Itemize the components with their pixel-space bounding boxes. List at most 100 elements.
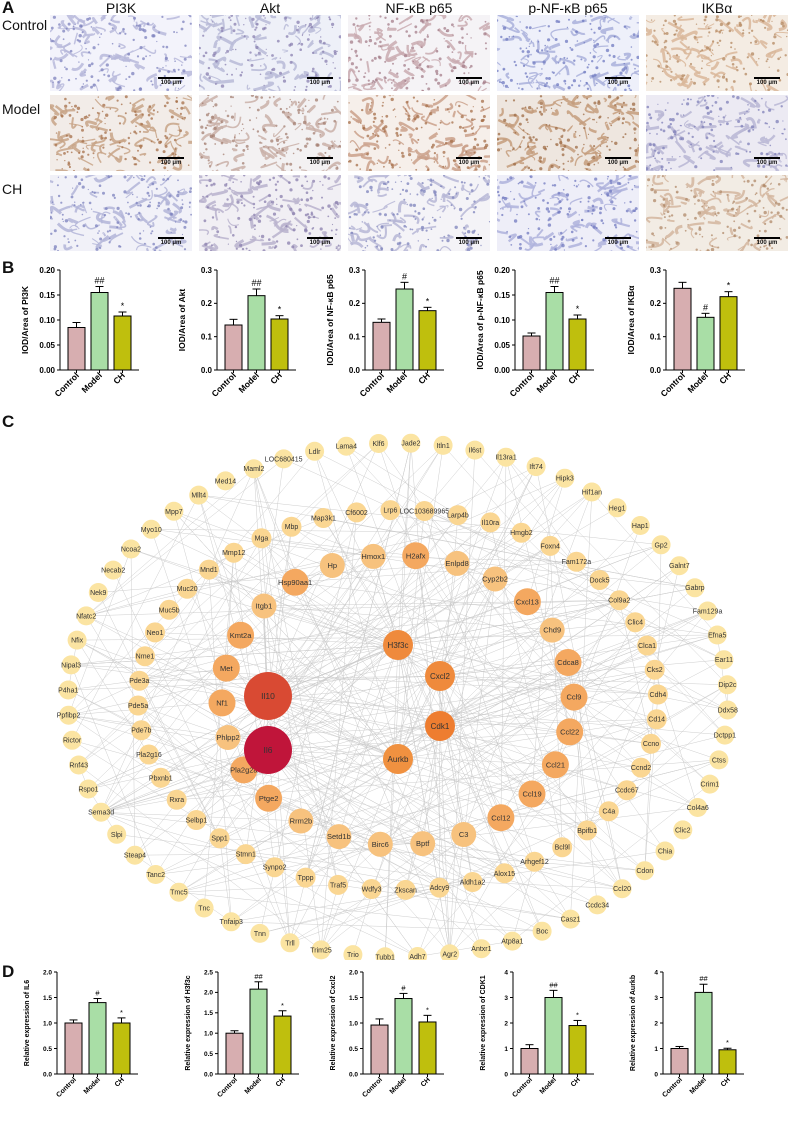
node-label: Ccl22: [560, 727, 579, 736]
y-tick-label: 0.10: [39, 316, 55, 325]
scale-bar: 100 μm: [456, 157, 482, 166]
network-node: Hipk3: [555, 468, 575, 488]
row-label: CH: [2, 181, 23, 197]
network-node: Mga: [251, 528, 272, 549]
column-title: Akt: [259, 0, 281, 16]
network-node: Galnt7: [669, 556, 690, 576]
network-node: Maml2: [243, 459, 264, 479]
network-node: Rictor: [62, 730, 82, 750]
node-label: Maml2: [243, 466, 264, 473]
network-node: Trll: [280, 933, 300, 953]
network-node: Bpifb1: [577, 820, 597, 841]
network-node: Necab2: [101, 560, 125, 580]
y-axis-label: IOD/Area of Akt: [177, 289, 187, 352]
network-node: Med14: [215, 471, 236, 491]
histology-image: 100 μm: [497, 15, 639, 91]
bar: [670, 1048, 689, 1075]
network-node: Trim25: [310, 940, 332, 960]
histology-image: 100 μm: [50, 95, 192, 171]
network-node: Cdca8: [554, 649, 582, 676]
network-node: Selbp1: [186, 810, 207, 830]
significance-mark: ##: [549, 980, 558, 989]
significance-mark: ##: [549, 276, 559, 286]
node-label: Ift74: [529, 464, 543, 471]
category-label: Model: [539, 1076, 558, 1095]
network-node: Synpo2: [263, 857, 287, 878]
network-node: Il10: [244, 672, 292, 720]
network-node: Col4a6: [687, 798, 709, 817]
node-label: Ctss: [712, 757, 727, 764]
significance-mark: ##: [251, 278, 261, 288]
node-label: Ccnd2: [631, 765, 651, 772]
y-tick-label: 0.05: [39, 341, 55, 350]
node-label: Cd14: [648, 717, 665, 724]
network-node: Rrm2b: [288, 808, 314, 834]
network-node: Il6st: [465, 440, 485, 460]
network-node: Pde5a: [128, 695, 148, 716]
network-node: Nfix: [67, 630, 87, 650]
bar-chart: 0.00 0.05 0.10 0.15 0.20 Control ## Model * CH IOD…: [20, 266, 139, 399]
node-label: Mmp12: [222, 550, 245, 557]
node-label: Sema3d: [88, 810, 114, 817]
bar-chart: 0.0 0.5 1.0 1.5 2.0 2.5 Control ## Model * CH Relat…: [185, 969, 299, 1099]
category-label: Control: [507, 370, 535, 398]
bar: [273, 1015, 292, 1075]
node-label: Trim25: [310, 947, 332, 954]
category-label: Control: [216, 1076, 239, 1099]
network-node: Zkscan: [394, 879, 417, 900]
node-label: Clic4: [627, 620, 643, 627]
network-node: Ncoa2: [121, 539, 141, 559]
node-label: Ccl21: [546, 760, 565, 769]
node-label: Ppfibp2: [57, 713, 81, 720]
network-node: Stmn1: [236, 844, 256, 865]
node-label: Mga: [255, 536, 269, 543]
bar: [418, 310, 437, 371]
network-node: Clic2: [673, 820, 693, 840]
node-label: Kmt2a: [230, 631, 253, 640]
network-node: Ift74: [526, 457, 546, 477]
bar: [225, 1032, 244, 1075]
category-label: CH: [566, 370, 582, 386]
network-node: P4ha1: [58, 680, 78, 700]
panel-a-letter: A: [2, 0, 15, 17]
network-node: Muc20: [177, 578, 198, 599]
bar: [224, 324, 243, 371]
y-tick-label: 3: [654, 995, 658, 1002]
node-label: Hsp90aa1: [278, 578, 312, 587]
node-label: Muc5b: [159, 607, 180, 614]
node-label: Stmn1: [236, 852, 256, 859]
significance-mark: *: [278, 305, 282, 315]
bar-chart: 0.0 0.1 0.2 0.3 Control # Model * CH IOD/Area of …: [325, 266, 444, 399]
network-node: Wdfy3: [361, 879, 382, 899]
y-tick-label: 2.0: [204, 990, 213, 997]
bar: [270, 318, 289, 371]
node-label: Rnf43: [69, 762, 88, 769]
histology-image: 100 μm: [50, 175, 192, 251]
y-tick-label: 0.5: [204, 1051, 213, 1058]
node-label: Tnn: [254, 931, 266, 938]
network-node: Birc6: [367, 831, 393, 857]
scale-bar: 100 μm: [754, 77, 780, 86]
scale-bar: 100 μm: [605, 157, 631, 166]
column-title: IKBα: [701, 0, 733, 16]
bar: [418, 1021, 437, 1075]
node-label: Pde7b: [131, 728, 151, 735]
node-label: Cxcl2: [430, 672, 451, 681]
bar: [67, 327, 86, 371]
category-label: Control: [209, 370, 237, 398]
histology-image: 100 μm: [199, 15, 341, 91]
network-node: Hmgb2: [510, 522, 533, 543]
node-label: Neo1: [147, 630, 164, 637]
bar-chart: 0.0 0.5 1.0 1.5 2.0 Control # Model * CH Relative …: [330, 969, 444, 1099]
network-node: Klf6: [369, 434, 388, 453]
node-label: Larp4b: [447, 513, 469, 520]
bar: [88, 1002, 107, 1075]
network-node: Itgb1: [251, 593, 277, 619]
network-node: Cks2: [644, 659, 665, 680]
y-tick-label: 0.5: [43, 1046, 52, 1053]
network-node: Spp1: [209, 828, 230, 849]
node-label: Lama4: [336, 444, 358, 451]
network-node: Il6: [244, 726, 292, 774]
bar: [719, 296, 738, 371]
bar-chart: 0.00 0.05 0.10 0.15 0.20 Control ## Model * CH IOD…: [475, 266, 594, 399]
